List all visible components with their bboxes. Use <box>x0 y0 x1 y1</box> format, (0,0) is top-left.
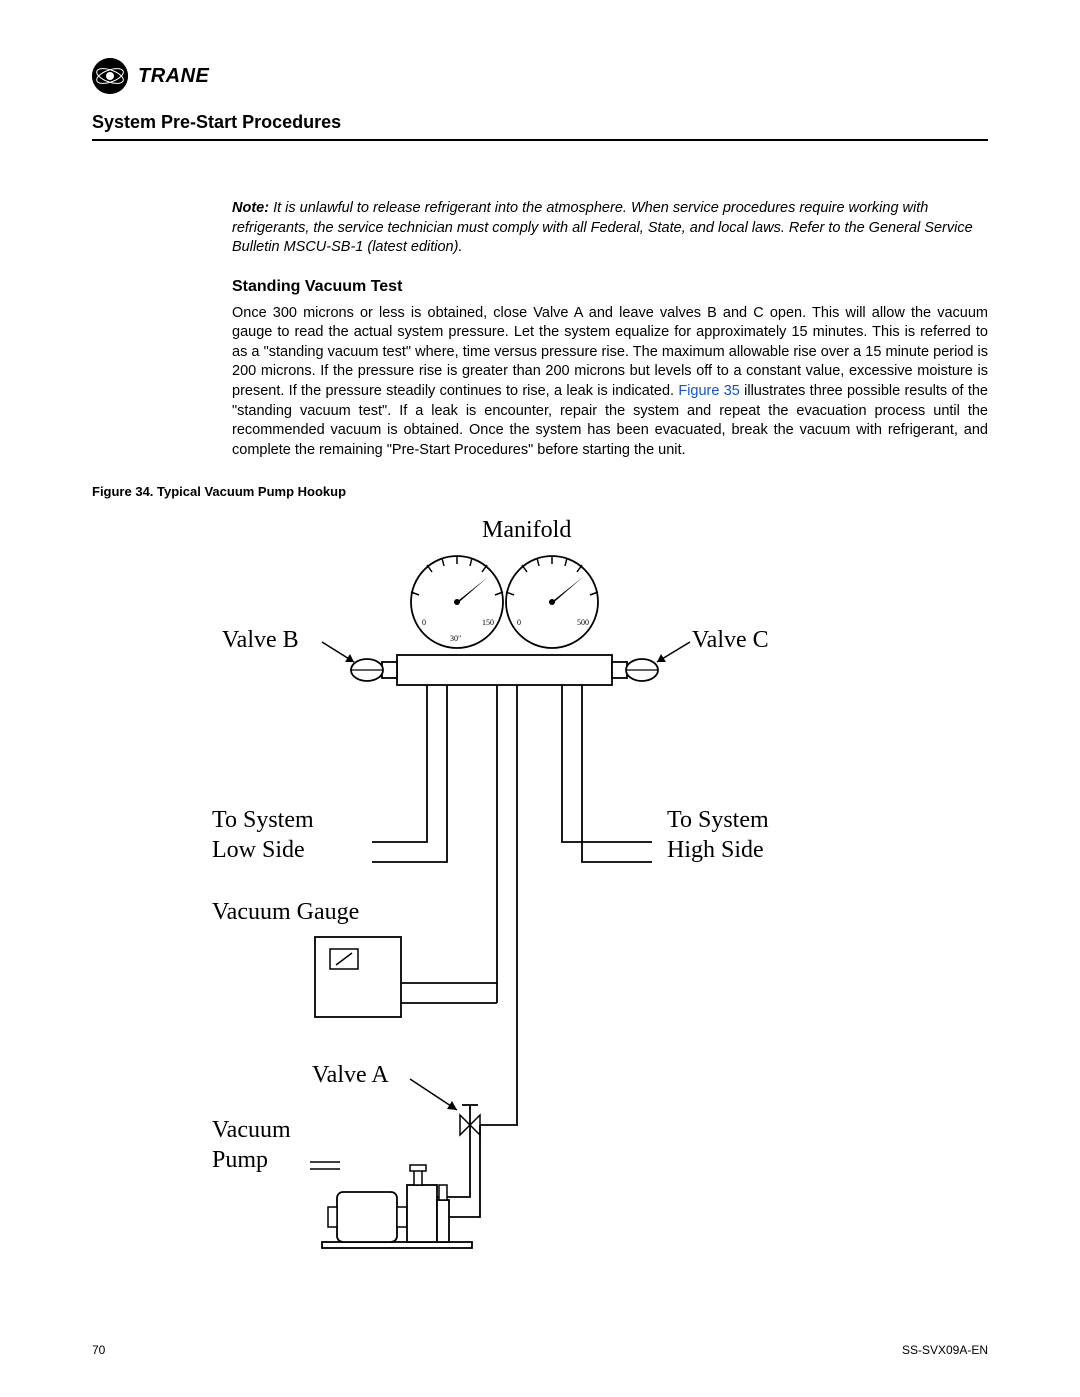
note-block: Note: It is unlawful to release refriger… <box>232 199 988 258</box>
body-paragraph: Once 300 microns or less is obtained, cl… <box>232 304 988 461</box>
label-low-side: To System Low Side <box>212 807 320 863</box>
svg-text:500: 500 <box>577 618 589 627</box>
label-valve-a: Valve A <box>312 1062 389 1088</box>
brand-logo-icon <box>92 58 128 94</box>
footer: 70 SS-SVX09A-EN <box>92 1343 988 1357</box>
gauge-right-icon: 0 500 <box>506 556 598 648</box>
svg-text:150: 150 <box>482 618 494 627</box>
svg-text:0: 0 <box>517 618 521 627</box>
figure-caption: Figure 34. Typical Vacuum Pump Hookup <box>92 484 988 499</box>
subheading: Standing Vacuum Test <box>232 278 988 296</box>
svg-text:30": 30" <box>450 634 461 643</box>
valve-a-icon <box>460 1105 480 1143</box>
section-title: System Pre-Start Procedures <box>92 112 988 141</box>
svg-text:0: 0 <box>422 618 426 627</box>
label-high-side: To System High Side <box>667 807 775 863</box>
note-body: It is unlawful to release refrigerant in… <box>232 200 973 255</box>
label-manifold: Manifold <box>482 517 571 543</box>
page: TRANE System Pre-Start Procedures Note: … <box>0 0 1080 1397</box>
doc-code: SS-SVX09A-EN <box>902 1343 988 1357</box>
note-label: Note: <box>232 200 269 216</box>
label-vacuum-pump: Vacuum Pump <box>212 1117 297 1173</box>
label-vacuum-gauge: Vacuum Gauge <box>212 899 359 925</box>
content-area: Note: It is unlawful to release refriger… <box>232 199 988 1282</box>
gauge-left-icon: 0 150 30" <box>411 556 503 648</box>
header: TRANE <box>92 58 988 94</box>
valve-b-icon <box>351 659 397 681</box>
label-valve-c: Valve C <box>692 627 769 653</box>
brand-name: TRANE <box>138 65 209 88</box>
page-number: 70 <box>92 1343 105 1357</box>
valve-c-icon <box>612 659 658 681</box>
label-valve-b: Valve B <box>222 627 299 653</box>
figure-reference-link[interactable]: Figure 35 <box>678 383 740 399</box>
vacuum-hookup-diagram: Manifold <box>92 507 988 1282</box>
vacuum-pump-icon <box>322 1165 472 1248</box>
